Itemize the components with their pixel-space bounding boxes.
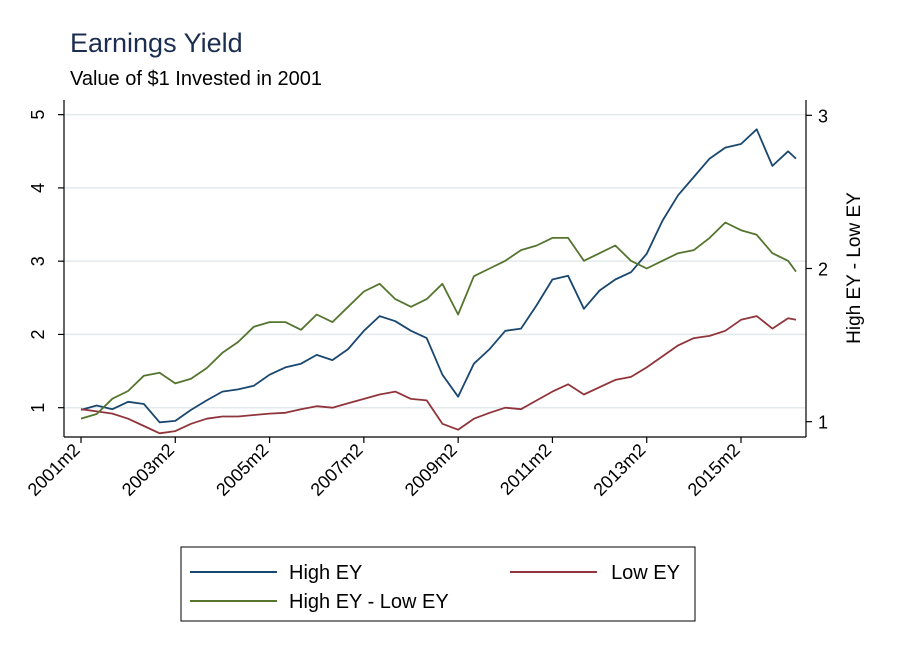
left-tick-label: 1 xyxy=(28,403,48,413)
right-tick-label: 3 xyxy=(818,106,828,126)
chart-title: Earnings Yield xyxy=(70,28,243,58)
right-tick-label: 2 xyxy=(818,260,828,280)
left-tick-label: 5 xyxy=(28,110,48,120)
left-tick-label: 3 xyxy=(28,256,48,266)
legend-label-high-ey: High EY xyxy=(289,562,362,584)
right-tick-label: 1 xyxy=(818,413,828,433)
legend-label-low-ey: Low EY xyxy=(611,562,680,584)
legend: High EY Low EY High EY - Low EY xyxy=(180,546,696,622)
series-line-0 xyxy=(80,128,797,424)
series-lines xyxy=(80,128,797,435)
series-line-1 xyxy=(80,315,797,435)
left-tick-label: 4 xyxy=(28,183,48,193)
chart-subtitle: Value of $1 Invested in 2001 xyxy=(70,68,322,90)
grid-lines xyxy=(64,113,806,409)
legend-label-spread: High EY - Low EY xyxy=(289,591,449,613)
series-line-2 xyxy=(80,221,797,420)
right-axis-label: High EY - Low EY xyxy=(844,192,865,344)
left-tick-label: 2 xyxy=(28,329,48,339)
legend-box xyxy=(180,546,696,622)
